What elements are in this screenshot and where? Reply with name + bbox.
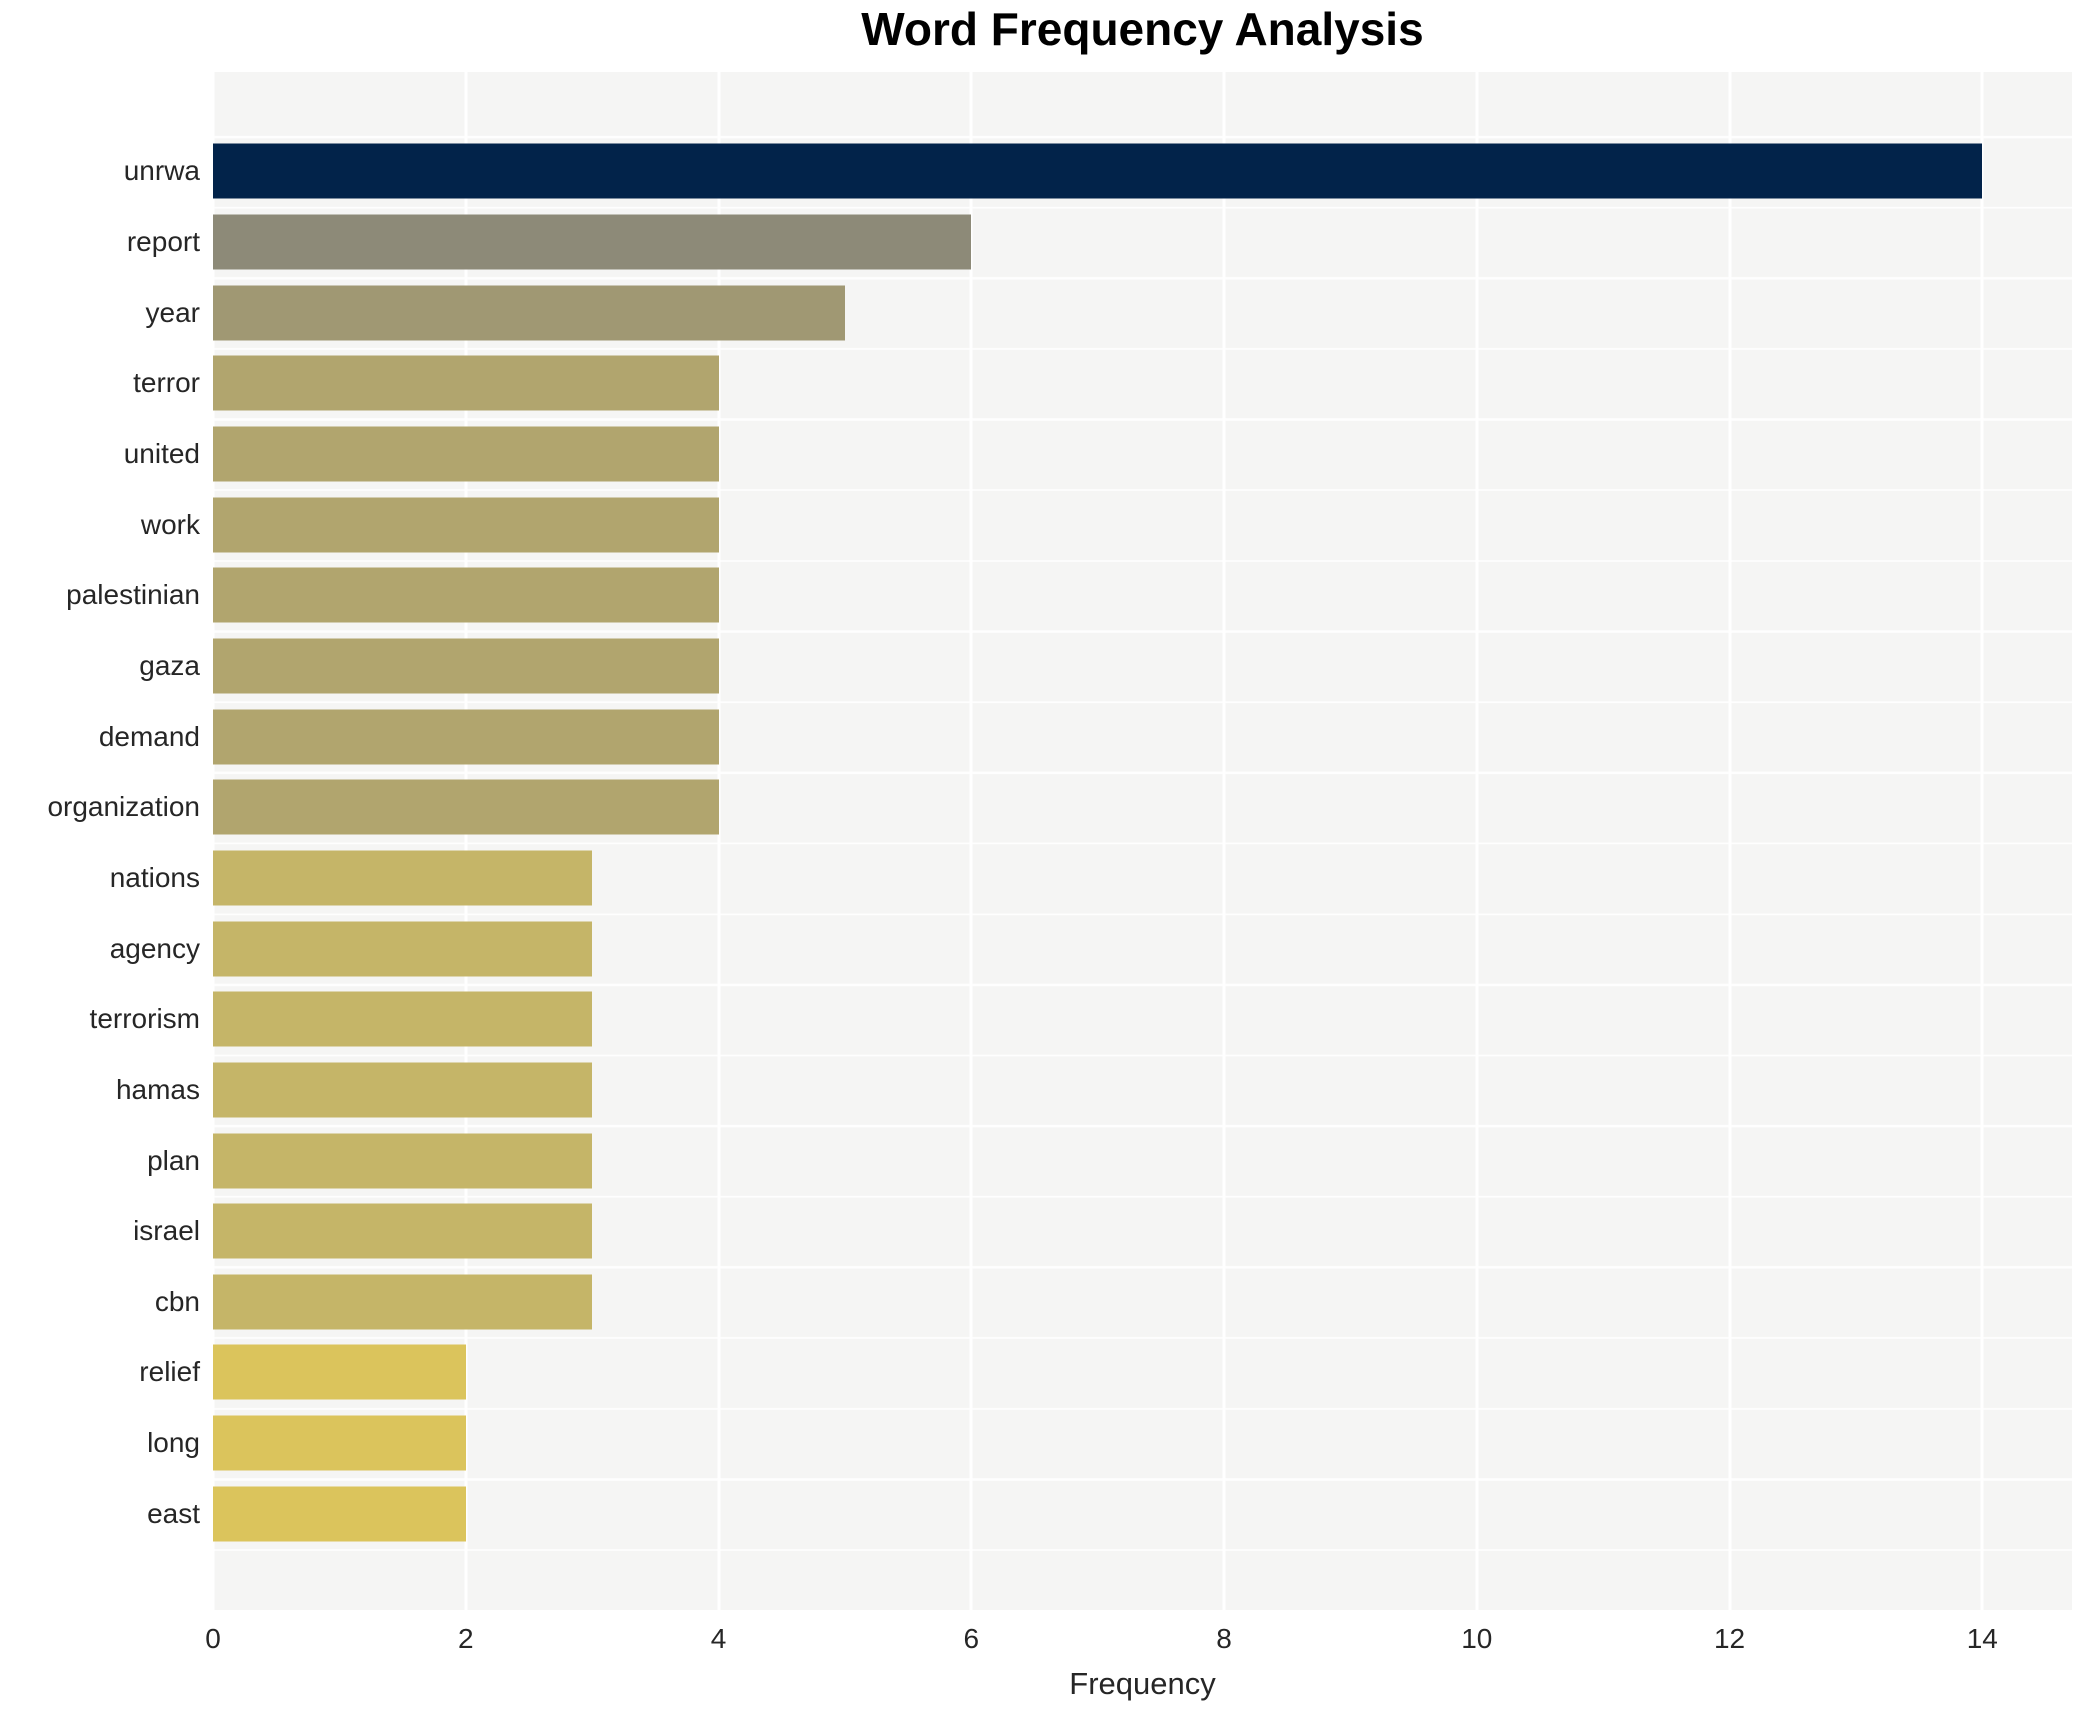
bar — [213, 1415, 466, 1471]
y-axis-label: year — [145, 296, 200, 328]
x-tick-label-0: 0 — [205, 1623, 221, 1654]
y-axis-label: organization — [47, 791, 200, 823]
x-tick-label-10: 10 — [1461, 1623, 1493, 1654]
bar-row: demand — [99, 701, 2072, 772]
gridline-x-2 — [464, 72, 468, 1610]
gridline-x-4 — [717, 72, 720, 1610]
chart-title: Word Frequency Analysis — [861, 3, 1424, 55]
bars-area: unrwa report year terror united work palestini… — [47, 72, 2072, 1610]
y-axis-label: work — [140, 508, 200, 540]
y-axis-label: gaza — [139, 649, 200, 681]
y-axis-label: relief — [139, 1356, 200, 1388]
bar-row: relief — [139, 1337, 2072, 1408]
bar — [213, 214, 972, 270]
bar-row: east — [147, 1478, 2072, 1549]
bar — [213, 991, 593, 1047]
y-axis-label: united — [123, 437, 200, 469]
bar-row: plan — [147, 1125, 2072, 1196]
bar — [213, 638, 719, 694]
y-axis-label: cbn — [154, 1285, 200, 1317]
x-tick-label-2: 2 — [457, 1623, 474, 1654]
y-axis-label: plan — [147, 1144, 200, 1176]
x-axis-label: Frequency — [1069, 1666, 1216, 1701]
bar — [213, 1062, 593, 1118]
y-axis-label: hamas — [115, 1073, 200, 1105]
bar-row: unrwa — [124, 136, 2072, 207]
bar-row: cbn — [155, 1267, 2072, 1338]
bar — [213, 850, 593, 906]
y-axis-label: israel — [133, 1215, 200, 1247]
y-axis-label: report — [126, 225, 200, 257]
bar — [213, 1133, 593, 1189]
x-tick-label-12: 12 — [1713, 1623, 1746, 1654]
y-axis-label: unrwa — [123, 155, 200, 187]
bar — [213, 426, 719, 482]
bar-row: nations — [110, 843, 2072, 914]
bar-row: terrorism — [90, 984, 2072, 1055]
bar — [213, 921, 593, 977]
y-axis-label: agency — [109, 932, 200, 964]
bar-row: hamas — [116, 1055, 2072, 1126]
bar-row: united — [124, 419, 2072, 490]
gridline-x-8 — [1222, 72, 1226, 1610]
gridline-x-0 — [211, 72, 215, 1610]
bar-row: year — [146, 277, 2072, 348]
gridline-x-10 — [1475, 72, 1479, 1610]
bar-row: palestinian — [66, 560, 2072, 631]
y-axis-label: palestinian — [66, 579, 200, 611]
y-axis-label: nations — [109, 861, 200, 893]
bar — [213, 567, 719, 623]
bar — [213, 779, 719, 835]
gridline-x-14 — [1980, 72, 1984, 1610]
x-axis-ticks: 0 2 4 6 8 10 12 14 — [205, 1623, 2072, 1658]
bar — [213, 143, 1983, 199]
bar — [213, 1486, 466, 1542]
y-axis-label: long — [147, 1427, 200, 1459]
x-tick-label-6: 6 — [963, 1623, 980, 1654]
gridline-x-12 — [1728, 72, 1732, 1610]
y-axis-label: east — [147, 1497, 200, 1529]
gridline-x-6 — [969, 72, 973, 1610]
bar-row: terror — [133, 348, 2072, 419]
x-tick-label-14: 14 — [1966, 1623, 1998, 1654]
bar-row: report — [127, 207, 2072, 278]
bar — [213, 1203, 593, 1259]
y-axis-label: terrorism — [89, 1003, 200, 1035]
x-tick-label-4: 4 — [710, 1623, 727, 1654]
bar-row: gaza — [139, 631, 2072, 702]
bar-row: agency — [110, 913, 2072, 984]
bar — [213, 709, 719, 765]
bar-row: organization — [47, 772, 2072, 843]
bar-row: work — [141, 489, 2072, 560]
bar — [213, 285, 845, 341]
bar — [213, 1344, 466, 1400]
y-axis-label: demand — [98, 720, 200, 752]
bar-row: israel — [133, 1196, 2072, 1267]
bar — [213, 497, 719, 553]
bar-row: long — [147, 1408, 2072, 1479]
bar — [213, 1274, 593, 1330]
x-tick-label-8: 8 — [1216, 1623, 1232, 1654]
bar — [213, 355, 719, 411]
y-axis-label: terror — [133, 367, 200, 399]
